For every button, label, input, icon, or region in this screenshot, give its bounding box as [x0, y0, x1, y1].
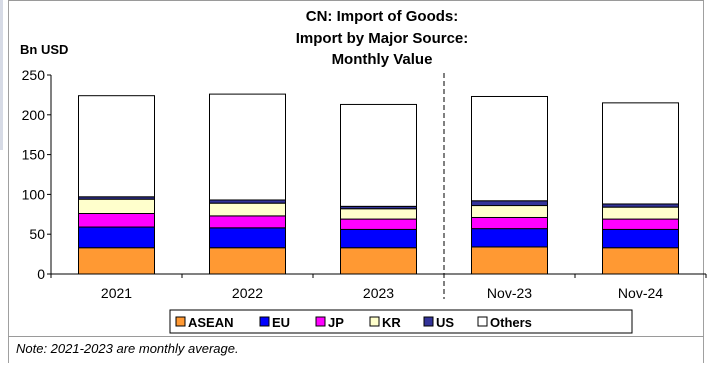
bar-segment-jp	[471, 216, 548, 230]
bar-segment-kr	[78, 198, 155, 215]
bar-segment-others	[209, 93, 286, 201]
footnote: Note: 2021-2023 are monthly average.	[16, 341, 239, 356]
y-tick-label: 200	[22, 107, 46, 123]
legend-label-others: Others	[490, 315, 532, 330]
bar-segment-asean	[78, 247, 155, 275]
bar-segment-kr	[340, 208, 417, 220]
y-tick-label: 50	[29, 226, 45, 242]
bar-segment-kr	[471, 205, 548, 218]
legend: ASEAN EU JP KR US Others	[169, 309, 633, 334]
bar-segment-jp	[340, 218, 417, 230]
bar-segment-asean	[340, 247, 417, 275]
note-separator-line	[8, 336, 704, 337]
legend-swatch-others	[477, 316, 488, 327]
x-tick-label: Nov-24	[618, 285, 663, 301]
bar-segment-jp	[209, 215, 286, 229]
x-tick-label: Nov-23	[487, 285, 532, 301]
bar-segment-kr	[602, 206, 679, 220]
bar-segment-eu	[340, 228, 417, 249]
bar-segment-eu	[78, 226, 155, 249]
legend-box	[169, 309, 633, 334]
bar-segment-jp	[602, 218, 679, 230]
legend-swatch-eu	[259, 316, 270, 327]
bar-segment-others	[340, 103, 417, 207]
x-tick-label: 2022	[232, 285, 263, 301]
legend-swatch-jp	[315, 316, 326, 327]
y-tick-label: 250	[22, 67, 46, 83]
chart-title-line-2: Import by Major Source:	[296, 30, 469, 47]
left-accent-strip	[0, 0, 3, 150]
y-tick-label: 0	[37, 266, 45, 282]
bar-segment-eu	[209, 227, 286, 249]
legend-label-kr: KR	[382, 315, 401, 330]
bar-segment-asean	[471, 246, 548, 275]
y-axis-label: Bn USD	[20, 42, 68, 57]
bar-segment-us	[471, 200, 548, 207]
y-tick-label: 150	[22, 147, 46, 163]
x-tick-label: 2023	[363, 285, 394, 301]
chart-title-line-1: CN: Import of Goods:	[306, 8, 458, 25]
y-tick-label: 100	[22, 186, 46, 202]
x-tick-label: 2021	[101, 285, 132, 301]
bar-segment-others	[471, 95, 548, 202]
legend-swatch-kr	[369, 316, 380, 327]
bar-segment-eu	[471, 228, 548, 248]
legend-label-jp: JP	[328, 315, 344, 330]
bar-segment-jp	[78, 213, 155, 228]
bar-segment-eu	[602, 228, 679, 249]
plot-area: 0 50 100 150 200 250 2021 2022 2023 Nov-23 Nov-24	[22, 67, 707, 301]
legend-label-eu: EU	[272, 315, 290, 330]
bar-segment-others	[78, 95, 155, 198]
legend-swatch-us	[423, 316, 434, 327]
chart-title-line-3: Monthly Value	[332, 51, 433, 68]
legend-swatch-asean	[175, 316, 186, 327]
frame-top-border	[8, 0, 704, 1]
bar-segment-asean	[602, 247, 679, 275]
bar-segment-asean	[209, 247, 286, 275]
legend-label-us: US	[436, 315, 454, 330]
bar-segment-others	[602, 102, 679, 205]
legend-label-asean: ASEAN	[188, 315, 234, 330]
bar-segment-kr	[209, 202, 286, 217]
